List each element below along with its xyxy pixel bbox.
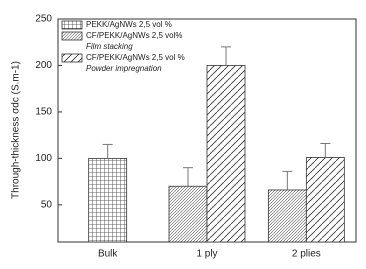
bar bbox=[305, 157, 345, 243]
bar bbox=[267, 189, 307, 243]
legend-swatch bbox=[61, 53, 83, 63]
legend-swatch bbox=[61, 20, 83, 30]
y-axis-label: Through-thickness σdc (S.m-1) bbox=[11, 61, 22, 199]
legend-swatch bbox=[61, 31, 83, 41]
bar bbox=[206, 65, 246, 243]
y-tick-label: 50 bbox=[41, 199, 53, 210]
y-tick-label: 250 bbox=[35, 14, 52, 25]
x-tick-label: 1 ply bbox=[196, 249, 217, 260]
x-tick-label: 2 plies bbox=[292, 249, 321, 260]
legend-note: Powder impregnation bbox=[86, 64, 162, 73]
legend-note: Film stacking bbox=[86, 42, 133, 51]
y-tick-label: 100 bbox=[35, 153, 52, 164]
x-tick-label: Bulk bbox=[98, 249, 118, 260]
y-tick-label: 150 bbox=[35, 107, 52, 118]
y-tick-label: 200 bbox=[35, 60, 52, 71]
legend-label: CF/PEKK/AgNWs 2,5 vol % bbox=[86, 53, 185, 62]
legend-label: PEKK/AgNWs 2,5 vol % bbox=[86, 20, 172, 29]
legend-label: CF/PEKK/AgNWs 2,5 vol% bbox=[86, 31, 182, 40]
bar bbox=[168, 185, 208, 243]
bar bbox=[88, 157, 128, 243]
